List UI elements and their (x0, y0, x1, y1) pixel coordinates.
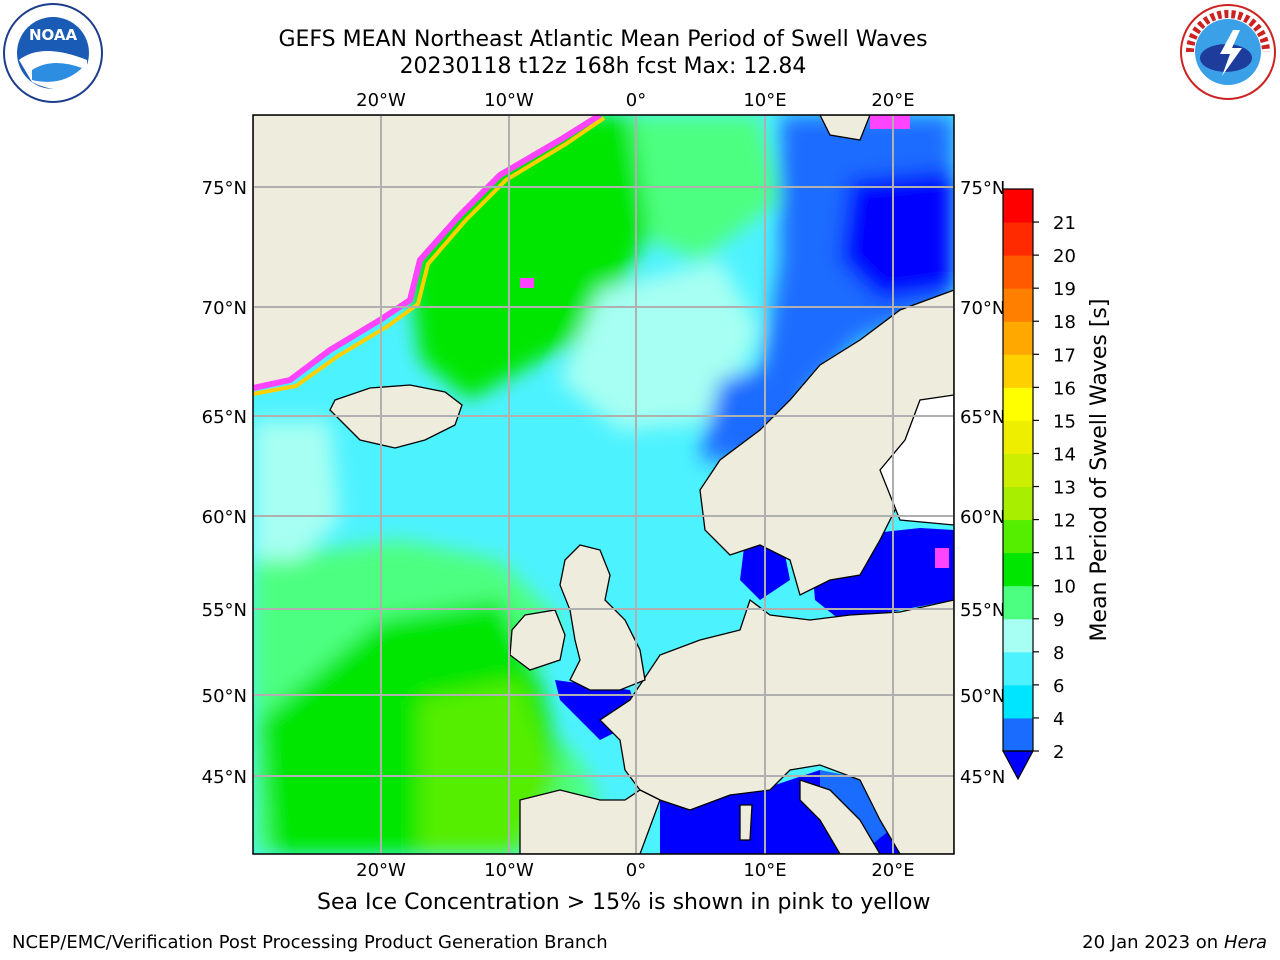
colorbar-band (1003, 387, 1033, 421)
colorbar-tick-label: 10 (1053, 577, 1076, 598)
lon-label: 10°E (743, 90, 786, 111)
footer-credit: NCEP/EMC/Verification Post Processing Pr… (12, 932, 608, 953)
lon-label: 10°W (484, 90, 534, 111)
colorbar-band (1003, 189, 1033, 223)
colorbar-tick-label: 17 (1053, 345, 1076, 366)
map-frame (252, 114, 955, 855)
colorbar-label: Mean Period of Swell Waves [s] (1087, 299, 1112, 642)
colorbar-tick-label: 11 (1053, 544, 1076, 565)
colorbar-band (1003, 354, 1033, 388)
colorbar-tick-label: 8 (1053, 643, 1064, 664)
lat-label: 50°N (960, 686, 1005, 707)
lat-labels-left: 75°N 70°N 65°N 60°N 55°N 50°N 45°N (202, 178, 247, 788)
iberia (519, 789, 661, 854)
lon-label: 0° (626, 860, 646, 881)
sea-ice-patch (520, 278, 534, 288)
colorbar-band (1003, 618, 1033, 653)
svalbard-sea-ice (870, 115, 910, 129)
colorbar-frame (1002, 188, 1034, 752)
ireland (509, 609, 566, 671)
lat-label: 75°N (202, 178, 247, 199)
lon-labels-bottom: 20°W 10°W 0° 10°E 20°E (356, 860, 914, 881)
map-area (253, 115, 954, 854)
lat-label: 70°N (960, 298, 1005, 319)
scandinavia (699, 289, 954, 596)
lon-labels-top: 20°W 10°W 0° 10°E 20°E (356, 90, 914, 111)
lon-label: 20°E (871, 860, 914, 881)
colorbar-band (1003, 420, 1033, 454)
lat-label: 45°N (202, 767, 247, 788)
graticule (253, 115, 954, 854)
colorbar-ticks: 2 4 6 8 9 10 11 12 13 14 15 16 17 18 19 20 21 (1033, 213, 1076, 763)
swell-field (253, 115, 954, 854)
colorbar-band (1003, 585, 1033, 620)
lon-label: 20°E (871, 90, 914, 111)
colorbar-tick-label: 9 (1053, 610, 1064, 631)
italy (799, 779, 881, 854)
colorbar-band (1003, 321, 1033, 355)
baltic-sea-ice (935, 548, 949, 568)
baltic-ice-gap (879, 394, 954, 526)
lat-label: 60°N (960, 507, 1005, 528)
colorbar-under-triangle (1001, 750, 1035, 781)
colorbar-tick-label: 18 (1053, 312, 1076, 333)
lat-label: 65°N (960, 407, 1005, 428)
lon-label: 0° (626, 90, 646, 111)
colorbar-tick-label: 4 (1053, 709, 1064, 730)
colorbar-band (1003, 717, 1033, 752)
colorbar: 2 4 6 8 9 10 11 12 13 14 15 16 17 18 19 20 21 Mean Perio… (1001, 188, 1112, 781)
lon-label: 10°E (743, 860, 786, 881)
svalbard (819, 115, 871, 141)
map-title: GEFS MEAN Northeast Atlantic Mean Period… (278, 27, 928, 52)
colorbar-tick-label: 19 (1053, 279, 1076, 300)
colorbar-tick-label: 12 (1053, 511, 1076, 532)
colorbar-band (1003, 255, 1033, 289)
colorbar-tick-label: 6 (1053, 676, 1064, 697)
noaa-logo: NOAA (3, 3, 103, 103)
colorbar-tick-label: 13 (1053, 478, 1076, 499)
noaa-logo-text: NOAA (29, 26, 78, 44)
lat-label: 50°N (202, 686, 247, 707)
corsica-sardinia (739, 804, 753, 841)
lat-label: 45°N (960, 767, 1005, 788)
great-britain (559, 544, 646, 691)
colorbar-band (1003, 222, 1033, 256)
colorbar-tick-label: 15 (1053, 411, 1076, 432)
footer-date: 20 Jan 2023 on Hera (1082, 932, 1267, 953)
colorbar-bands (1003, 189, 1033, 752)
colorbar-band (1003, 684, 1033, 719)
lat-label: 55°N (202, 600, 247, 621)
footer-date-prefix: 20 Jan 2023 on (1082, 932, 1224, 953)
colorbar-band (1003, 453, 1033, 488)
colorbar-band (1003, 552, 1033, 587)
colorbar-tick-label: 2 (1053, 742, 1064, 763)
colorbar-band (1003, 651, 1033, 686)
colorbar-tick-label: 16 (1053, 378, 1076, 399)
lon-label: 10°W (484, 860, 534, 881)
colorbar-band (1003, 519, 1033, 554)
sea-ice-edge-pink (253, 115, 602, 391)
colorbar-band (1003, 486, 1033, 521)
lat-labels-right: 75°N 70°N 65°N 60°N 55°N 50°N 45°N (960, 178, 1005, 788)
lat-label: 75°N (960, 178, 1005, 199)
colorbar-band (1003, 288, 1033, 322)
map-subtitle: 20230118 t12z 168h fcst Max: 12.84 (399, 54, 807, 79)
colorbar-tick-label: 20 (1053, 246, 1076, 267)
lat-label: 60°N (202, 507, 247, 528)
colorbar-tick-label: 14 (1053, 444, 1076, 465)
national-weather-service-logo (1180, 4, 1276, 100)
lat-label: 55°N (960, 600, 1005, 621)
lon-label: 20°W (356, 90, 406, 111)
lon-label: 20°W (356, 860, 406, 881)
footer-machine: Hera (1223, 932, 1267, 953)
lat-label: 70°N (202, 298, 247, 319)
lat-label: 65°N (202, 407, 247, 428)
colorbar-tick-label: 21 (1053, 213, 1076, 234)
sea-ice-note: Sea Ice Concentration > 15% is shown in … (317, 890, 931, 915)
sea-ice-edge-yellow (253, 116, 606, 396)
